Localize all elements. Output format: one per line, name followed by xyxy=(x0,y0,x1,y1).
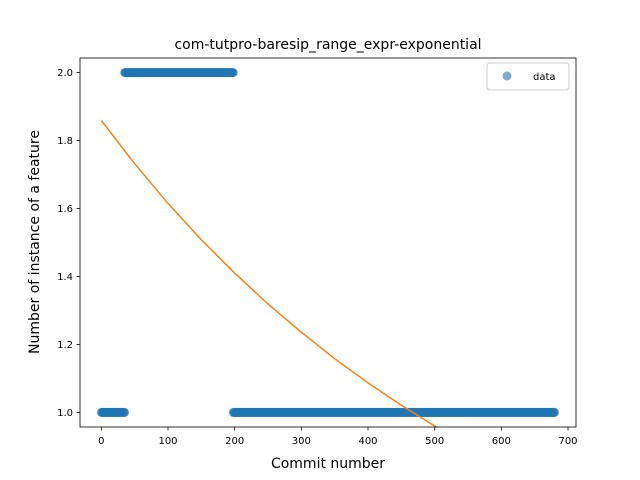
x-tick-label: 600 xyxy=(492,436,511,447)
x-tick-label: 500 xyxy=(425,436,444,447)
y-tick-label: 2.0 xyxy=(57,68,73,79)
x-tick-label: 200 xyxy=(225,436,244,447)
x-tick-label: 100 xyxy=(158,436,177,447)
y-tick-label: 1.2 xyxy=(57,340,73,351)
y-tick-label: 1.4 xyxy=(57,272,73,283)
data-point xyxy=(120,407,130,417)
x-tick-label: 300 xyxy=(292,436,311,447)
data-point xyxy=(228,68,238,78)
y-axis-label: Number of instance of a feature xyxy=(27,130,43,354)
x-tick-label: 700 xyxy=(558,436,577,447)
legend-label-data: data xyxy=(533,72,556,83)
y-tick-label: 1.6 xyxy=(57,204,73,215)
legend-box xyxy=(486,62,570,91)
fit-line xyxy=(100,120,439,427)
plot-area: 0 100 200 300 400 500 600 700 1.0 1.2 1.4 1.6 1.8 2.0 xyxy=(57,57,578,447)
y-tick-label: 1.0 xyxy=(57,408,73,419)
data-layer xyxy=(96,68,560,427)
data-point xyxy=(550,407,560,417)
y-tick-label: 1.8 xyxy=(57,136,73,147)
x-tick-label: 0 xyxy=(98,436,104,447)
chart-title: com-tutpro-baresip_range_expr-exponentia… xyxy=(174,37,481,53)
legend-marker-data xyxy=(502,71,512,81)
axes-frame xyxy=(79,57,577,428)
x-axis-label: Commit number xyxy=(271,456,385,472)
legend: data xyxy=(486,62,570,91)
x-tick-label: 400 xyxy=(358,436,377,447)
